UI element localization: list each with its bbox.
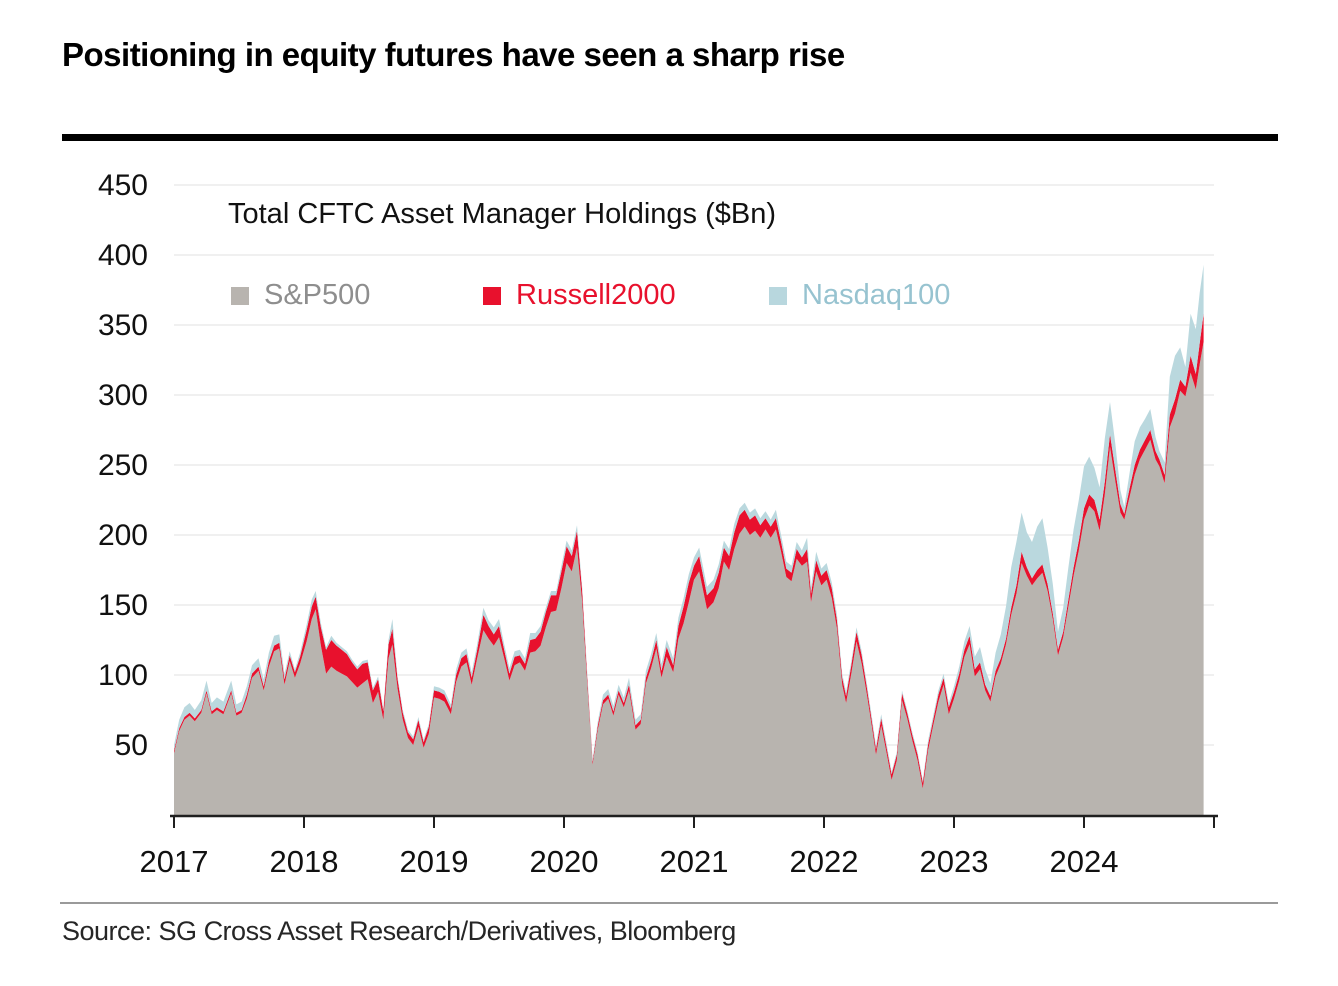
- x-tick-label: 2017: [140, 844, 209, 879]
- legend-label-sp500: S&P500: [264, 279, 371, 311]
- x-tick-label: 2021: [660, 844, 729, 879]
- source-divider: [60, 902, 1278, 904]
- y-tick-label: 450: [98, 169, 148, 202]
- x-tick-label: 2022: [790, 844, 859, 879]
- y-tick-label: 50: [115, 729, 148, 762]
- y-tick-label: 300: [98, 379, 148, 412]
- legend-swatch-nasdaq100: [769, 286, 787, 305]
- area-sp500: [174, 341, 1204, 815]
- legend-swatch-russell2000: [483, 286, 501, 305]
- y-tick-label: 350: [98, 309, 148, 342]
- chart-headline: Positioning in equity futures have seen …: [62, 36, 845, 73]
- source-note: Source: SG Cross Asset Research/Derivati…: [62, 916, 736, 946]
- legend-item-sp500: S&P500: [231, 279, 370, 312]
- y-tick-label: 100: [98, 659, 148, 692]
- y-tick-label: 150: [98, 589, 148, 622]
- x-tick-label: 2019: [400, 844, 469, 879]
- y-tick-label: 400: [98, 239, 148, 272]
- x-tick-label: 2020: [530, 844, 599, 879]
- x-tick-label: 2024: [1050, 844, 1119, 879]
- x-tick-label: 2018: [270, 844, 339, 879]
- legend-item-russell2000: Russell2000: [483, 279, 676, 312]
- legend-label-russell2000: Russell2000: [516, 279, 676, 311]
- legend-label-nasdaq100: Nasdaq100: [802, 279, 951, 311]
- title-divider: [62, 134, 1278, 141]
- legend-item-nasdaq100: Nasdaq100: [769, 279, 950, 312]
- y-tick-label: 250: [98, 449, 148, 482]
- chart-subtitle: Total CFTC Asset Manager Holdings ($Bn): [228, 198, 776, 230]
- x-tick-label: 2023: [920, 844, 989, 879]
- legend-swatch-sp500: [231, 286, 249, 305]
- y-tick-label: 200: [98, 519, 148, 552]
